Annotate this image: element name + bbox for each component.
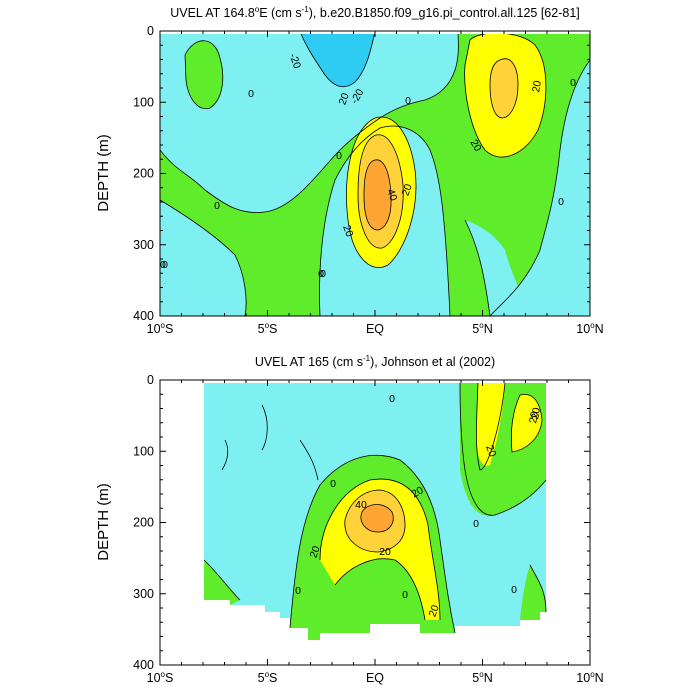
- panel-1-fill-euc-40: [364, 159, 392, 230]
- y-tick-label: 200: [133, 167, 154, 181]
- x-tick-label: 5oS: [258, 670, 278, 685]
- x-tick-label: 5oN: [472, 670, 492, 685]
- contour-label: 0: [160, 259, 166, 271]
- contour-label: 0: [248, 88, 254, 100]
- contour-label: 0: [405, 95, 411, 107]
- y-tick-label: 300: [133, 238, 154, 252]
- panel-2: UVEL AT 165 (cm s-1), Johnson et al (200…: [95, 354, 604, 685]
- x-tick-label: EQ: [366, 671, 384, 685]
- panel-1-fill-westward-low: [160, 200, 247, 316]
- panel-2-fill-euc-40: [360, 504, 394, 532]
- y-tick-label: 200: [133, 516, 154, 530]
- contour-label: 20: [529, 407, 543, 421]
- contour-label: 40: [384, 187, 399, 202]
- y-tick-label: 100: [133, 95, 154, 109]
- panel-1-ylabel: DEPTH (m): [95, 134, 112, 212]
- contour-label: 0: [330, 478, 336, 490]
- contour-label: 20: [308, 544, 323, 559]
- contour-label: 0: [295, 585, 301, 597]
- contour-label: -20: [287, 52, 304, 71]
- y-tick-label: 100: [133, 444, 154, 458]
- contour-label: 20: [400, 182, 415, 197]
- y-tick-label: 0: [147, 24, 154, 38]
- panel-2-fill-east-right: [520, 565, 546, 620]
- panel-1-fill-westward-east: [490, 60, 590, 316]
- contour-label: 0: [320, 268, 326, 280]
- contour-label: 0: [473, 518, 479, 530]
- contour-label: 20: [483, 443, 498, 458]
- x-tick-label: 10oN: [576, 321, 603, 336]
- contour-label: 20: [527, 411, 541, 425]
- x-tick-label: 5oS: [258, 321, 278, 336]
- contour-label: 0: [214, 200, 220, 212]
- panel-2-title: UVEL AT 165 (cm s-1), Johnson et al (200…: [255, 354, 495, 369]
- x-tick-label: EQ: [366, 322, 384, 336]
- x-tick-label: 10oS: [147, 321, 174, 336]
- y-tick-label: 0: [147, 373, 154, 387]
- contour-label: 0: [558, 196, 564, 208]
- panel-1-contour-fill: [160, 31, 590, 316]
- panel-2-contour-labels: 0 20 20 20 0 40 20 20 20 0 0 0 20 0: [295, 393, 543, 619]
- panel-2-ylabel: DEPTH (m): [95, 483, 112, 561]
- panel-1-title: UVEL AT 164.8oE (cm s-1), b.e20.B1850.f0…: [170, 5, 580, 20]
- panel-2-contour-lines: [203, 382, 547, 634]
- contour-label: 0: [389, 393, 395, 405]
- panel-2-fill-east-west: [204, 560, 240, 605]
- contour-label: 20: [409, 484, 425, 500]
- x-tick-label: 5oN: [472, 321, 492, 336]
- panel-1-fill-west-jet: [185, 40, 223, 109]
- contour-label: 20: [337, 91, 352, 106]
- panel-2-contour-fill: [203, 382, 547, 640]
- panel-1-fill-necc-30: [490, 58, 518, 118]
- x-tick-label: 10oS: [147, 670, 174, 685]
- contour-label: 0: [162, 259, 168, 271]
- contour-label: 20: [530, 80, 544, 94]
- contour-label: 0: [336, 150, 342, 162]
- y-tick-label: 300: [133, 587, 154, 601]
- contour-label: 0: [511, 584, 517, 596]
- panel-1-fill-core-west: [300, 31, 375, 87]
- contour-label: 20: [340, 223, 355, 238]
- contour-label: 0: [318, 268, 324, 280]
- panel-2-fill-necc-a: [475, 383, 505, 466]
- contour-label: 20: [427, 603, 442, 618]
- panel-2-fill-necc-b: [511, 394, 542, 452]
- panel-1-fill-westward: [160, 31, 459, 213]
- contour-label: 40: [355, 499, 367, 511]
- y-tick-label: 400: [133, 309, 154, 323]
- panel-1-contour-labels: -20 20 -20 0 0 20 0 0 40 20 20 0 0 20 0 …: [160, 52, 576, 280]
- contour-label: 0: [402, 589, 408, 601]
- contour-label: 0: [570, 77, 576, 89]
- contour-label: 20: [467, 137, 483, 153]
- y-tick-label: 400: [133, 658, 154, 672]
- contour-label: 20: [379, 546, 391, 558]
- panel-1: UVEL AT 164.8oE (cm s-1), b.e20.B1850.f0…: [95, 5, 604, 336]
- panel-1-contour-lines: [160, 31, 590, 316]
- x-tick-label: 10oN: [576, 670, 603, 685]
